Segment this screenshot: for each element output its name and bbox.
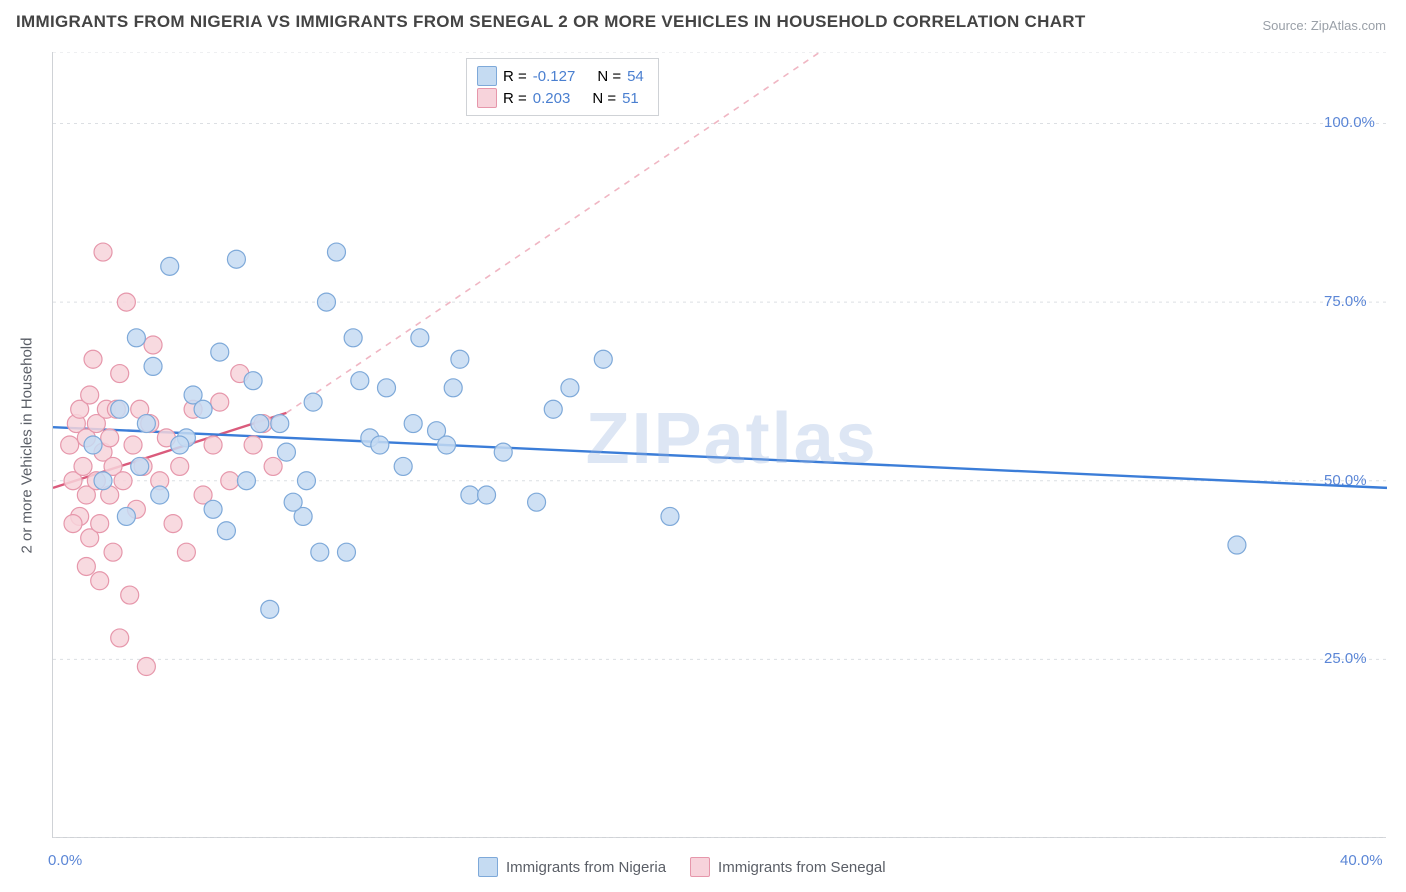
y-axis-label: 2 or more Vehicles in Household (12, 52, 42, 838)
legend-item-nigeria: Immigrants from Nigeria (478, 857, 666, 877)
legend-row-nigeria: R = -0.127 N = 54 (477, 65, 644, 87)
tick-label: 25.0% (1324, 650, 1367, 667)
legend-row-senegal: R = 0.203 N = 51 (477, 87, 644, 109)
swatch-blue (478, 857, 498, 877)
source-text: Source: ZipAtlas.com (1262, 18, 1386, 33)
series-label-senegal: Immigrants from Senegal (718, 859, 886, 876)
r-value-nigeria: -0.127 (533, 68, 576, 85)
tick-label: 100.0% (1324, 114, 1375, 131)
legend-series: Immigrants from Nigeria Immigrants from … (478, 857, 886, 877)
n-label: N = (592, 90, 616, 107)
tick-label: 40.0% (1340, 852, 1383, 869)
legend-item-senegal: Immigrants from Senegal (690, 857, 886, 877)
watermark: ZIPatlas (586, 398, 878, 480)
swatch-blue (477, 66, 497, 86)
tick-label: 0.0% (48, 852, 82, 869)
r-label: R = (503, 90, 527, 107)
legend-correlation-box: R = -0.127 N = 54 R = 0.203 N = 51 (466, 58, 659, 116)
n-label: N = (597, 68, 621, 85)
series-label-nigeria: Immigrants from Nigeria (506, 859, 666, 876)
swatch-pink (690, 857, 710, 877)
r-value-senegal: 0.203 (533, 90, 571, 107)
chart-title: IMMIGRANTS FROM NIGERIA VS IMMIGRANTS FR… (16, 12, 1086, 32)
swatch-pink (477, 88, 497, 108)
n-value-nigeria: 54 (627, 68, 644, 85)
tick-label: 75.0% (1324, 293, 1367, 310)
tick-label: 50.0% (1324, 472, 1367, 489)
n-value-senegal: 51 (622, 90, 639, 107)
r-label: R = (503, 68, 527, 85)
y-axis-label-text: 2 or more Vehicles in Household (19, 337, 36, 553)
